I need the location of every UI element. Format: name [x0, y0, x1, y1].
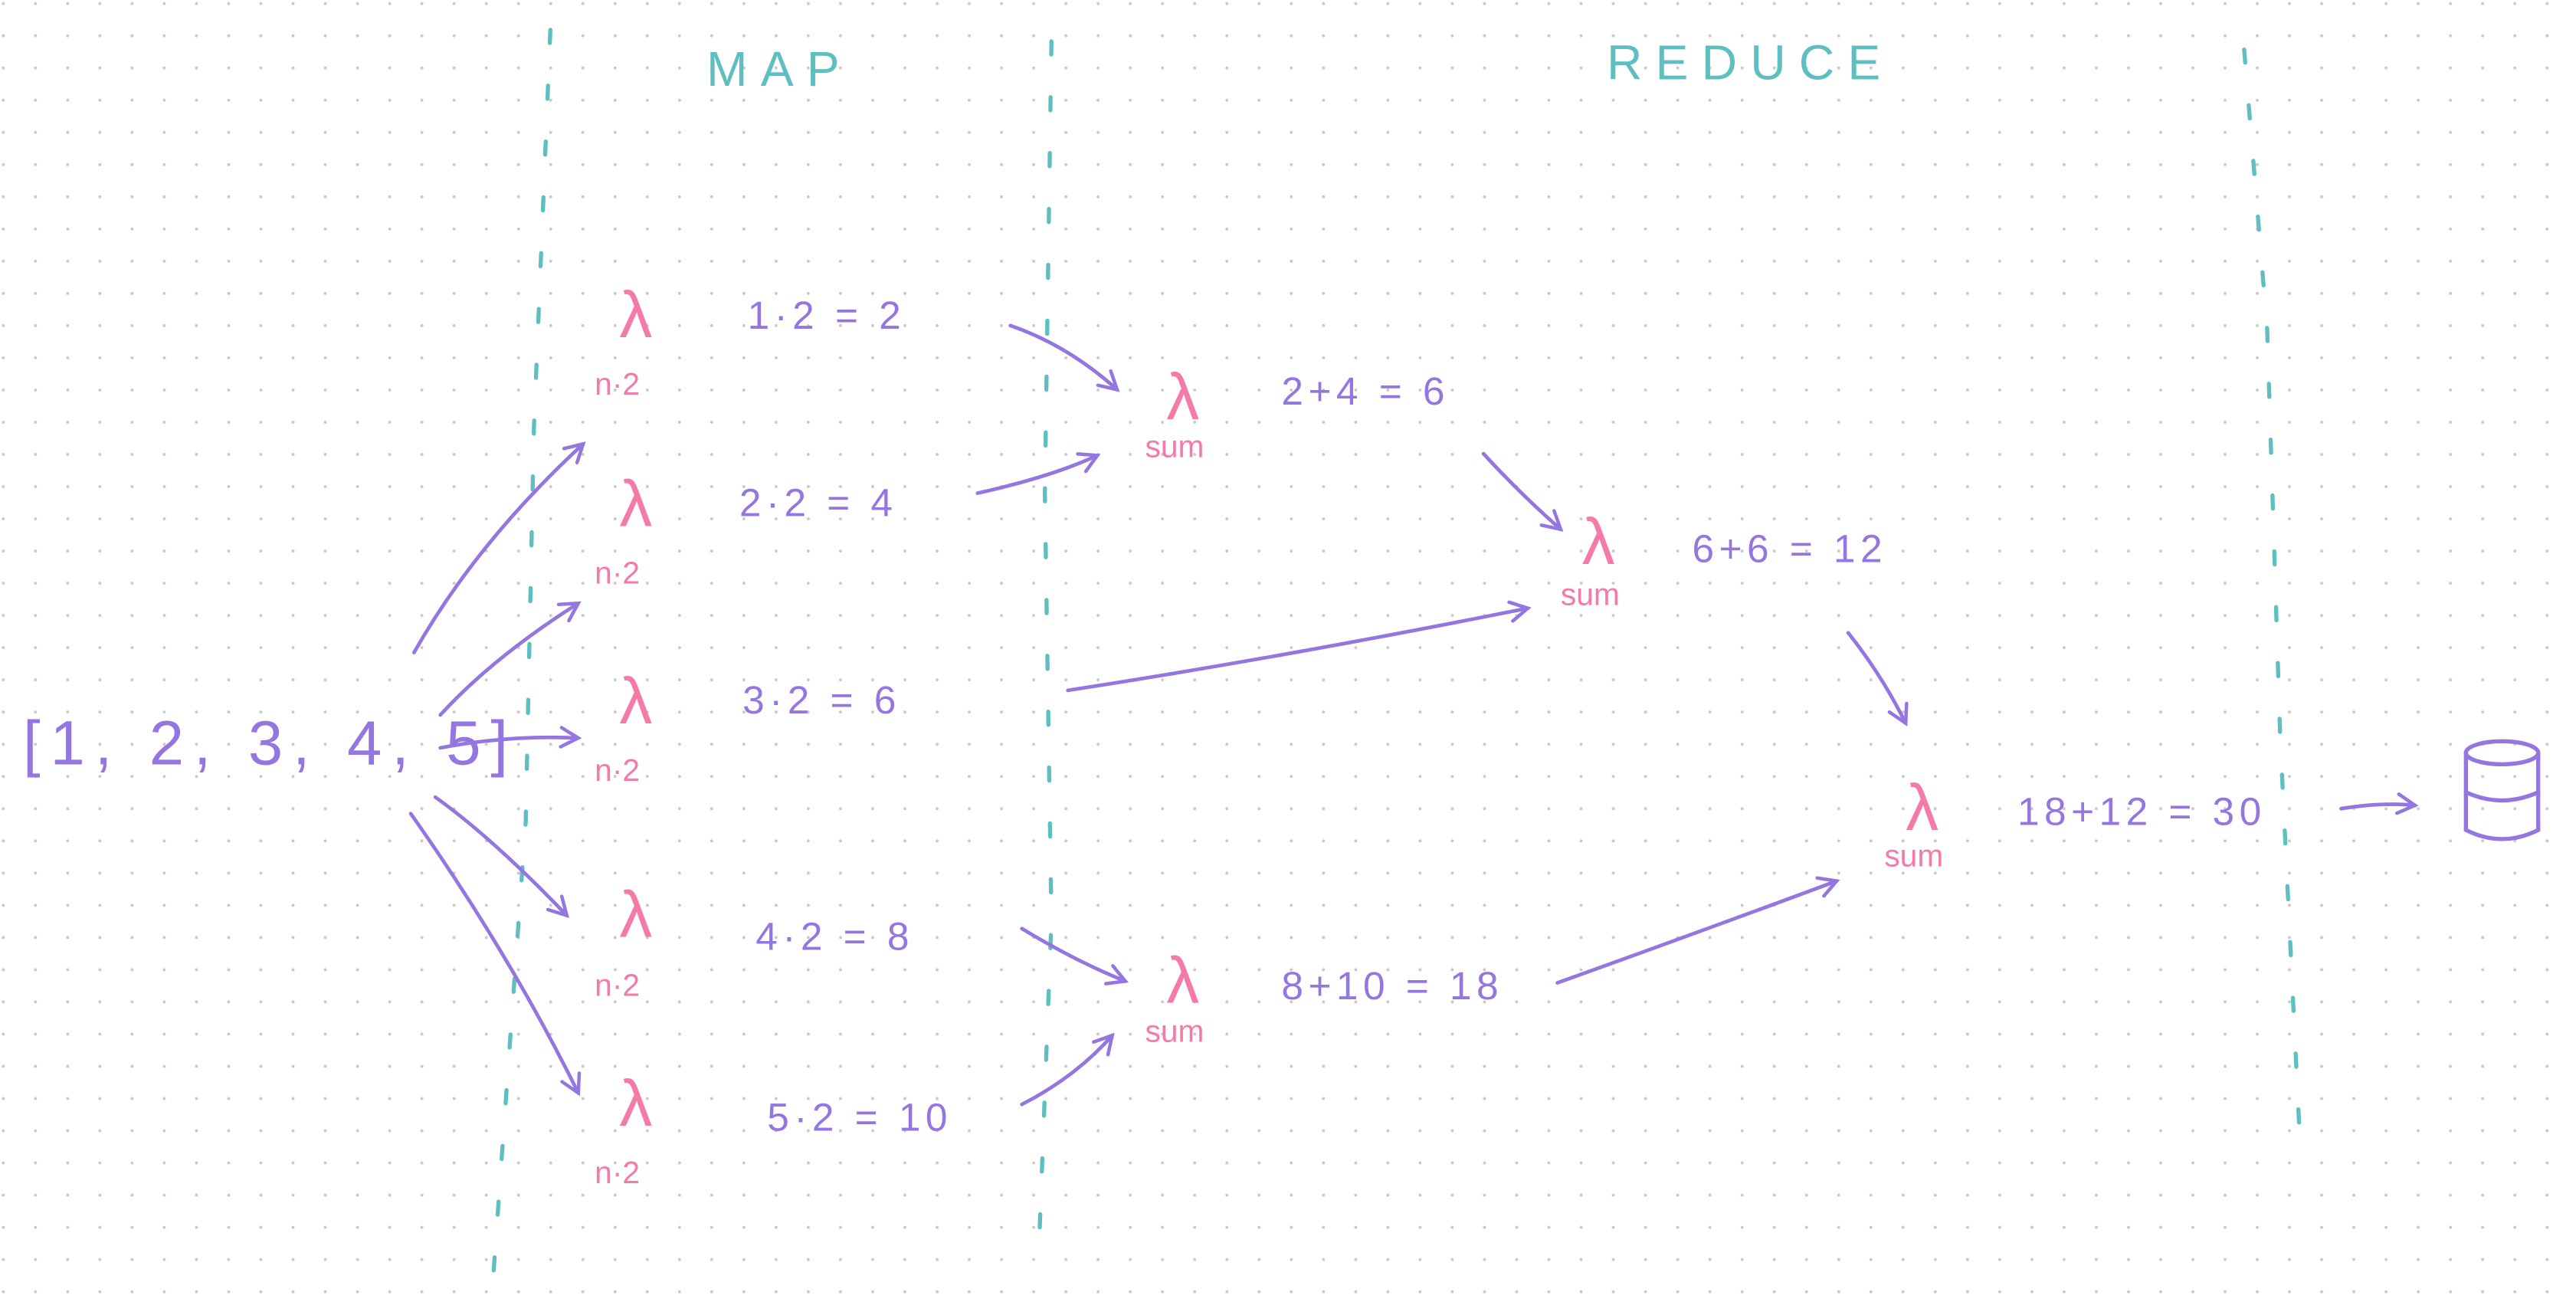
lambda-icon: λ [1582, 505, 1615, 579]
lambda-icon: λ [619, 278, 652, 352]
divider-line-middle [1036, 39, 1054, 1268]
reduce-result-1: 2+4 = 6 [1281, 369, 1450, 413]
map-result-5: 5·2 = 10 [767, 1095, 952, 1140]
map-lambda-1: λ n·2 [595, 278, 652, 402]
lambda-icon: λ [619, 664, 652, 738]
map-result-3: 3·2 = 6 [742, 677, 901, 722]
lambda-label: n·2 [595, 366, 640, 402]
lambda-label: n·2 [595, 753, 640, 788]
map-result-4: 4·2 = 8 [755, 914, 914, 959]
lambda-label: n·2 [595, 1155, 640, 1190]
arrow-sum1-to-sum2 [1481, 451, 1564, 532]
arrow-sum4-to-sum3 [1555, 876, 1840, 985]
map-lambda-3: λ n·2 [595, 664, 652, 788]
lambda-icon: λ [619, 467, 652, 540]
database-cylinder-icon [2463, 739, 2541, 841]
arrow-array-to-map-1 [411, 441, 586, 654]
map-lambda-4: λ n·2 [595, 878, 652, 1003]
arrow-array-to-map-3 [438, 726, 582, 750]
arrow-array-to-map-2 [438, 601, 582, 717]
arrow-map2-to-sum1 [975, 452, 1101, 495]
arrow-map3-to-sum2 [1066, 600, 1532, 693]
lambda-label: sum [1145, 428, 1204, 464]
arrow-sum3-to-output [2339, 792, 2419, 815]
map-header: MAP [706, 41, 853, 97]
lambda-label: sum [1884, 838, 1943, 873]
reduce-lambda-3: λ sum [1884, 771, 1943, 873]
arrow-map5-to-sum4 [1020, 1032, 1115, 1107]
lambda-icon: λ [619, 878, 652, 952]
lambda-label: sum [1561, 576, 1620, 612]
arrow-sum2-to-sum3 [1846, 631, 1909, 726]
arrow-array-to-map-5 [408, 812, 582, 1097]
reduce-lambda-1: λ sum [1145, 360, 1204, 464]
input-array: [1, 2, 3, 4, 5] [23, 708, 518, 778]
reduce-result-2: 6+6 = 12 [1692, 526, 1887, 571]
reduce-lambda-2: λ sum [1561, 505, 1620, 612]
reduce-result-4: 8+10 = 18 [1281, 963, 1503, 1008]
map-lambda-2: λ n·2 [595, 467, 652, 590]
lambda-icon: λ [1166, 360, 1199, 434]
arrow-array-to-map-4 [433, 795, 569, 918]
lambda-icon: λ [1906, 771, 1939, 844]
lambda-icon: λ [619, 1067, 652, 1140]
reduce-header: REDUCE [1607, 34, 1894, 90]
lambda-label: sum [1145, 1014, 1204, 1049]
map-result-1: 1·2 = 2 [748, 293, 906, 337]
arrow-map1-to-sum1 [1008, 323, 1120, 392]
arrow-map4-to-sum4 [1020, 926, 1129, 985]
reduce-result-3: 18+12 = 30 [2017, 789, 2266, 834]
map-lambda-5: λ n·2 [595, 1067, 652, 1190]
reduce-lambda-4: λ sum [1145, 943, 1204, 1048]
lambda-icon: λ [1166, 943, 1199, 1017]
lambda-label: n·2 [595, 968, 640, 1003]
map-result-2: 2·2 = 4 [739, 480, 898, 525]
lambda-label: n·2 [595, 556, 640, 591]
divider-line-right [2242, 47, 2302, 1145]
